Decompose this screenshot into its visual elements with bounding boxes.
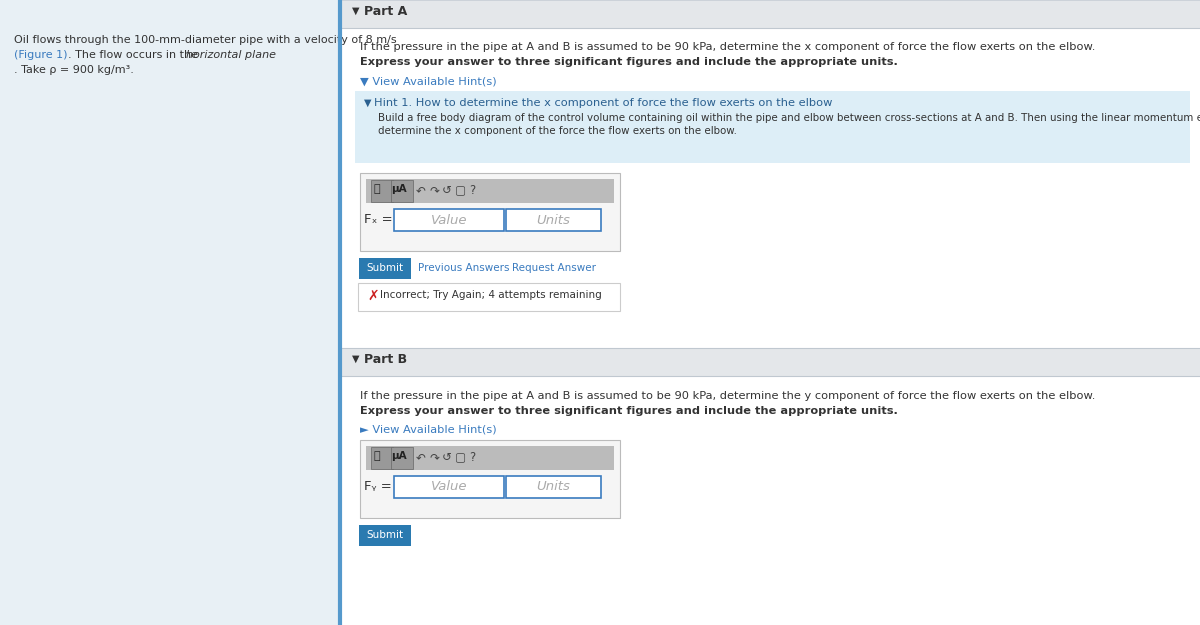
Text: If the pressure in the pipe at ​A​ and ​B​ is assumed to be 90 kPa, determine th: If the pressure in the pipe at ​A​ and ​… [360,42,1096,52]
FancyBboxPatch shape [360,440,620,518]
Text: ▼: ▼ [364,98,372,108]
Text: Submit: Submit [366,530,403,540]
Text: . Take ρ = 900 kg/m³.: . Take ρ = 900 kg/m³. [14,65,134,75]
Text: ↶: ↶ [416,184,426,197]
Text: ✗: ✗ [367,289,379,303]
Text: (Figure 1): (Figure 1) [14,50,67,60]
FancyBboxPatch shape [391,180,413,202]
Text: If the pressure in the pipe at ​A​ and ​B​ is assumed to be 90 kPa, determine th: If the pressure in the pipe at ​A​ and ​… [360,391,1096,401]
FancyBboxPatch shape [391,447,413,469]
Text: Submit: Submit [366,263,403,273]
Text: . The flow occurs in the: . The flow occurs in the [68,50,202,60]
Text: Express your answer to three significant figures and include the appropriate uni: Express your answer to three significant… [360,406,898,416]
Text: Oil flows through the 100-mm-diameter pipe with a velocity of 8 m/s: Oil flows through the 100-mm-diameter pi… [14,35,397,45]
Text: Hint 1. How to determine the x component of force the flow exerts on the elbow: Hint 1. How to determine the x component… [374,98,833,108]
FancyBboxPatch shape [394,476,504,498]
FancyBboxPatch shape [359,525,410,546]
FancyBboxPatch shape [371,447,394,469]
Text: horizontal plane: horizontal plane [186,50,276,60]
FancyBboxPatch shape [371,180,394,202]
Text: ▢: ▢ [455,451,466,464]
Text: ↺: ↺ [442,184,452,197]
Text: ↺: ↺ [442,451,452,464]
Text: μA: μA [391,184,407,194]
FancyBboxPatch shape [506,476,601,498]
Text: ▢: ▢ [455,184,466,197]
Text: ▼: ▼ [352,6,360,16]
Text: Request Answer: Request Answer [512,263,596,273]
FancyBboxPatch shape [340,28,1200,348]
FancyBboxPatch shape [358,283,620,311]
Text: ⌹: ⌹ [373,451,379,461]
Text: ↷: ↷ [430,451,439,464]
FancyBboxPatch shape [359,258,410,279]
FancyBboxPatch shape [506,209,601,231]
Text: ► View Available Hint(s): ► View Available Hint(s) [360,425,497,435]
Text: Express your answer to three significant figures and include the appropriate uni: Express your answer to three significant… [360,57,898,67]
Text: ↶: ↶ [416,451,426,464]
Text: ↷: ↷ [430,184,439,197]
Text: Fᵧ =: Fᵧ = [364,480,391,493]
FancyBboxPatch shape [366,446,614,470]
FancyBboxPatch shape [340,0,1200,28]
Text: Part A: Part A [364,5,407,18]
FancyBboxPatch shape [0,0,340,625]
Text: Units: Units [536,481,570,494]
Text: ▼: ▼ [352,354,360,364]
FancyBboxPatch shape [366,179,614,203]
FancyBboxPatch shape [340,376,1200,625]
FancyBboxPatch shape [340,0,1200,625]
Text: determine the x component of the force the flow exerts on the elbow.: determine the x component of the force t… [378,126,737,136]
Text: Build a free body diagram of the control volume containing oil within the pipe a: Build a free body diagram of the control… [378,113,1200,123]
FancyBboxPatch shape [360,173,620,251]
Text: ▼ View Available Hint(s): ▼ View Available Hint(s) [360,76,497,86]
Text: Previous Answers: Previous Answers [418,263,510,273]
Text: Incorrect; Try Again; 4 attempts remaining: Incorrect; Try Again; 4 attempts remaini… [380,290,601,300]
Text: Value: Value [431,481,467,494]
Text: Fₓ =: Fₓ = [364,213,392,226]
Text: Units: Units [536,214,570,226]
Text: Part B: Part B [364,353,407,366]
FancyBboxPatch shape [340,348,1200,376]
Text: ⌹: ⌹ [373,184,379,194]
Text: ?: ? [469,451,475,464]
Text: Value: Value [431,214,467,226]
FancyBboxPatch shape [355,91,1190,163]
Text: μA: μA [391,451,407,461]
Text: ?: ? [469,184,475,197]
FancyBboxPatch shape [394,209,504,231]
